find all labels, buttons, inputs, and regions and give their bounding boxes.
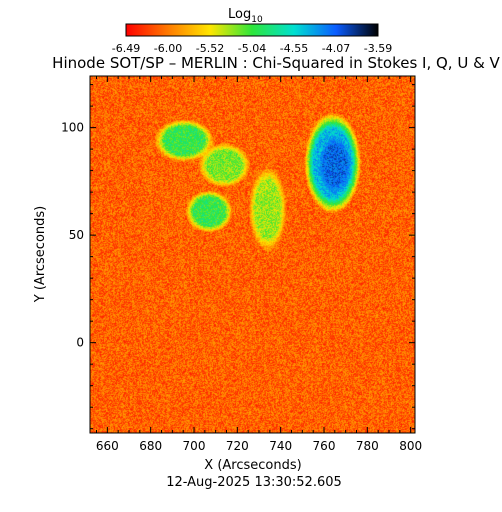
y-tick-label: 50 — [69, 228, 84, 242]
x-tick-label: 660 — [96, 439, 119, 453]
chart-title: Hinode SOT/SP – MERLIN : Chi-Squared in … — [52, 54, 500, 72]
heatmap-area — [90, 76, 415, 433]
x-tick-label: 720 — [226, 439, 249, 453]
x-tick-label: 680 — [139, 439, 162, 453]
x-tick-label: 760 — [313, 439, 336, 453]
x-axis: 660 680 700 720 740 760 780 800 — [96, 76, 422, 453]
colorbar-tick-label: -5.52 — [196, 42, 224, 55]
colorbar-ticks: -6.49 -6.00 -5.52 -5.04 -4.55 -4.07 -3.59 — [112, 42, 392, 55]
colorbar: Log10 -6.49 -6.00 -5.52 -5.04 -4.55 -4.07 -3.5… — [112, 7, 392, 55]
colorbar-tick-label: -6.00 — [154, 42, 182, 55]
y-axis: 0 50 100 — [61, 84, 415, 430]
colorbar-tick-label: -4.55 — [280, 42, 308, 55]
colorbar-tick-label: -6.49 — [112, 42, 140, 55]
colorbar-tick-label: -4.07 — [322, 42, 350, 55]
colorbar-tick-label: -5.04 — [238, 42, 266, 55]
x-axis-label: X (Arcseconds) — [204, 458, 301, 473]
y-axis-label: Y (Arcseconds) — [33, 206, 48, 303]
x-tick-label: 780 — [356, 439, 379, 453]
plot-frame — [89, 75, 416, 434]
x-tick-label: 700 — [183, 439, 206, 453]
colorbar-gradient — [125, 23, 379, 37]
x-tick-label: 740 — [269, 439, 292, 453]
heatmap-image — [90, 76, 415, 433]
colorbar-label: Log10 — [228, 7, 263, 25]
colorbar-tick-label: -3.59 — [364, 42, 392, 55]
timestamp: 12-Aug-2025 13:30:52.605 — [166, 475, 342, 490]
y-tick-label: 0 — [76, 336, 84, 350]
x-tick-label: 800 — [399, 439, 422, 453]
y-tick-label: 100 — [61, 121, 84, 135]
